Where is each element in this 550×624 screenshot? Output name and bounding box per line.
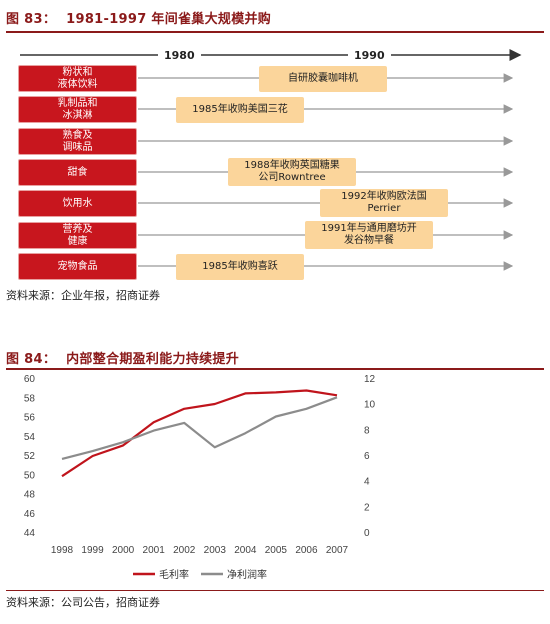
event-perrier: 1992年收购欧法国 Perrier <box>320 189 448 217</box>
event-alcon: 1985年收购喜跃 <box>176 254 304 280</box>
figure84-bottom-rule <box>6 590 544 591</box>
series-line-net-margin <box>61 396 338 460</box>
event-general-mills: 1991年与通用磨坊开 发谷物早餐 <box>305 221 433 249</box>
y-right-tick-label: 10 <box>364 400 376 411</box>
figure83-top-rule <box>6 31 544 33</box>
x-tick-label: 1999 <box>81 545 104 556</box>
y-left-tick-label: 46 <box>24 509 36 520</box>
y-left-tick-label: 50 <box>24 470 36 481</box>
x-tick-label: 1998 <box>51 545 74 556</box>
figure84-title-text: 内部整合期盈利能力持续提升 <box>66 352 240 367</box>
y-left-tick-label: 56 <box>24 413 36 424</box>
y-right-tick-label: 0 <box>364 528 370 539</box>
figure83-title: 图 83： 1981-1997 年间雀巢大规模并购 <box>6 8 281 27</box>
x-tick-label: 2004 <box>234 545 257 556</box>
series-lines <box>61 389 338 478</box>
chart-legend: 毛利率 净利润率 <box>133 568 267 581</box>
y-left-tick-label: 60 <box>24 374 36 385</box>
figure84-number: 图 84： <box>6 352 57 367</box>
series-line-gross-margin <box>61 389 338 478</box>
figure84-top-rule <box>6 368 544 370</box>
category-nutrition: 营养及 健康 <box>18 222 137 249</box>
y-axis-right: 0 2 4 6 8 10 12 <box>364 374 376 539</box>
figure83-source: 资料来源：企业年报，招商证券 <box>6 289 160 302</box>
x-tick-label: 2007 <box>326 545 349 556</box>
y-right-tick-label: 8 <box>364 425 370 436</box>
x-tick-label: 2002 <box>173 545 196 556</box>
category-beverages: 粉状和 液体饮料 <box>18 65 137 92</box>
legend-label: 毛利率 <box>159 568 189 581</box>
event-capsule-coffee: 自研胶囊咖啡机 <box>259 66 387 92</box>
y-right-tick-label: 4 <box>364 477 370 488</box>
y-left-tick-label: 44 <box>24 528 36 539</box>
category-prepared-foods: 熟食及 调味品 <box>18 128 137 155</box>
x-tick-label: 2000 <box>112 545 135 556</box>
year-label-1980: 1980 <box>158 49 201 62</box>
event-carnation: 1985年收购美国三花 <box>176 97 304 123</box>
y-right-tick-label: 12 <box>364 374 376 385</box>
x-tick-label: 2005 <box>265 545 288 556</box>
category-dairy: 乳制品和 冰淇淋 <box>18 96 137 123</box>
x-tick-label: 2001 <box>143 545 166 556</box>
category-confectionery: 甜食 <box>18 159 137 186</box>
y-right-tick-label: 6 <box>364 451 370 462</box>
figure84-title: 图 84： 内部整合期盈利能力持续提升 <box>6 348 249 367</box>
y-left-tick-label: 52 <box>24 451 36 462</box>
year-label-1990: 1990 <box>348 49 391 62</box>
figure83-title-text: 1981-1997 年间雀巢大规模并购 <box>66 12 272 27</box>
event-rowntree: 1988年收购英国糖果 公司Rowntree <box>228 158 356 186</box>
category-petcare: 宠物食品 <box>18 253 137 280</box>
figure83-number: 图 83： <box>6 12 57 27</box>
category-water: 饮用水 <box>18 190 137 217</box>
x-axis: 1998 1999 2000 2001 2002 2003 2004 2005 2006 2007 <box>51 545 349 556</box>
y-left-tick-label: 54 <box>24 432 36 443</box>
figure84-source: 资料来源：公司公告，招商证券 <box>6 596 160 609</box>
y-left-tick-label: 48 <box>24 490 36 501</box>
legend-label: 净利润率 <box>227 568 267 581</box>
y-left-tick-label: 58 <box>24 393 36 404</box>
x-tick-label: 2003 <box>204 545 227 556</box>
x-tick-label: 2006 <box>295 545 318 556</box>
y-axis-left: 44 46 48 50 52 54 56 58 60 <box>24 374 36 539</box>
y-right-tick-label: 2 <box>364 502 370 513</box>
